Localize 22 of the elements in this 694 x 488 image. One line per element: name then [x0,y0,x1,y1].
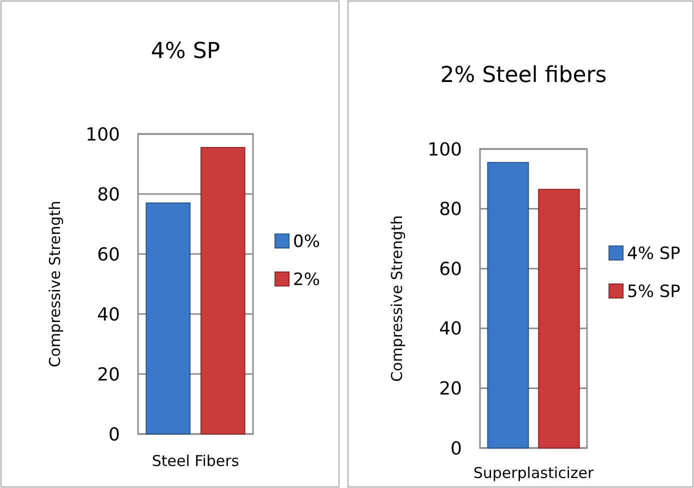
y-tick-label: 40 [97,304,120,326]
x-axis-title: Superplasticizer [473,464,595,482]
y-axis-title: Compressive Strength [46,200,64,368]
y-tick-label: 80 [97,184,120,206]
y-tick-label: 100 [428,139,462,160]
y-axis-title: Compressive Strength [388,215,406,382]
chart-title: 4% SP [150,39,220,64]
legend-label: 2% [293,270,320,290]
y-tick-label: 0 [450,438,462,460]
y-tick-label: 60 [439,258,462,280]
y-tick-label: 60 [97,244,120,266]
y-tick-label: 80 [439,199,462,220]
legend-label: 4% SP [627,244,680,264]
y-tick-label: 100 [86,124,120,146]
y-tick-label: 0 [108,424,120,446]
legend-label: 5% SP [627,282,680,302]
chart-title: 2% Steel fibers [440,63,607,88]
y-tick-label: 20 [97,364,120,386]
y-tick-label: 20 [439,378,462,400]
y-tick-label: 40 [439,318,462,340]
x-axis-title: Steel Fibers [152,452,240,470]
legend-label: 0% [293,232,320,252]
